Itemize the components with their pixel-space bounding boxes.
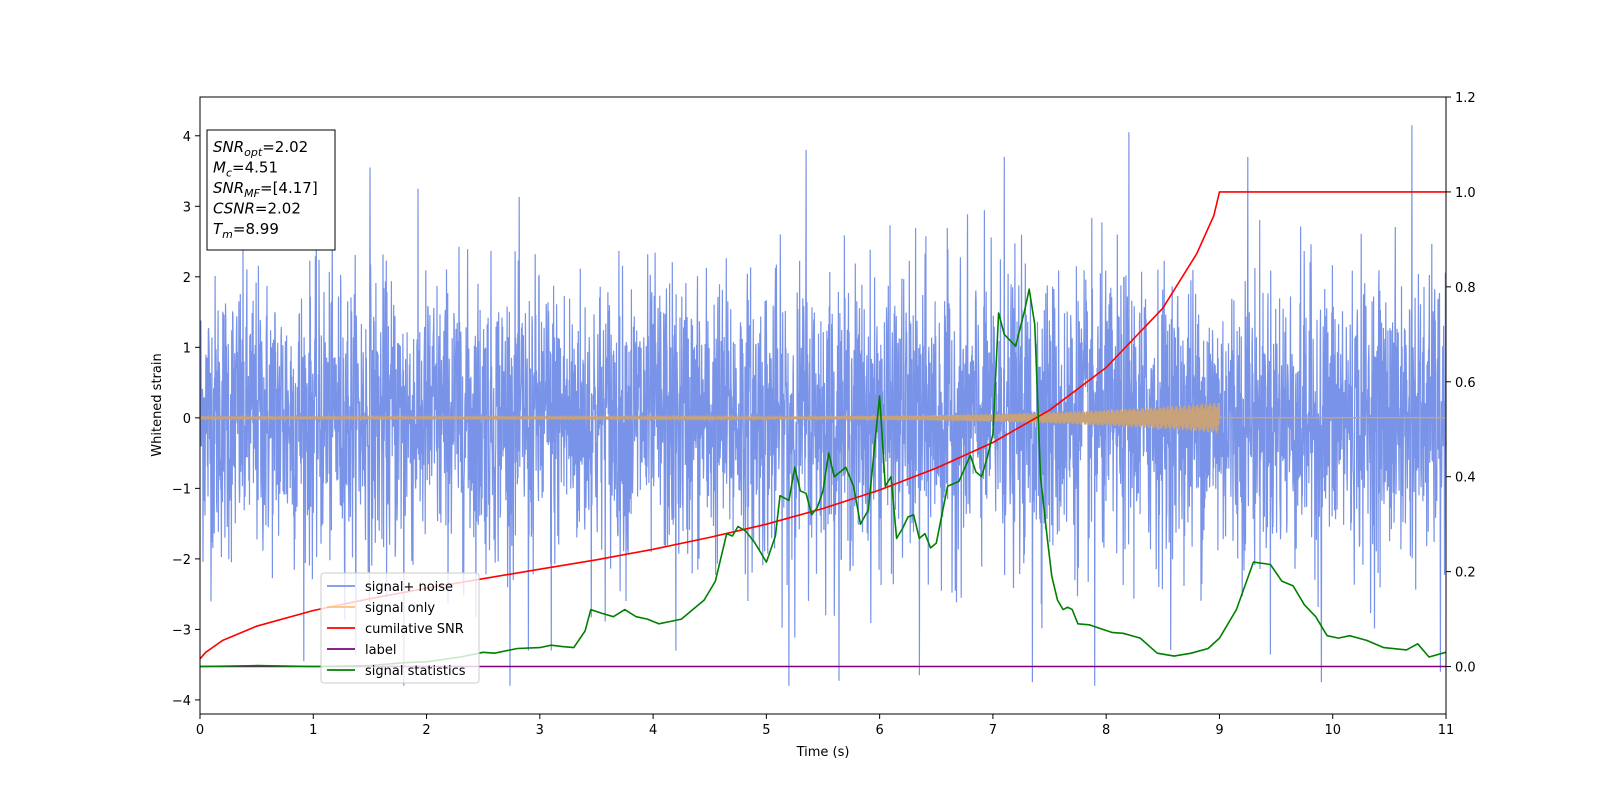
x-tick-label: 6 [875, 723, 883, 738]
series-line [200, 288, 1446, 668]
legend-label: label [365, 643, 396, 658]
y-left-tick-label: −1 [172, 482, 191, 497]
x-tick-label: 8 [1102, 723, 1110, 738]
x-axis-label: Time (s) [796, 745, 850, 760]
plot-frame [199, 96, 1447, 715]
y-axis-right: 0.0 0.2 0.4 0.6 0.8 1.0 1.2 [1446, 91, 1476, 676]
x-tick-label: 9 [1215, 723, 1223, 738]
x-tick-label: 11 [1438, 723, 1455, 738]
noise-trace [200, 125, 1446, 686]
stats-line: SNRMF=[4.17] [213, 179, 318, 200]
signal-trace [200, 402, 1446, 434]
x-tick-label: 3 [536, 723, 544, 738]
x-tick-label: 5 [762, 723, 770, 738]
y-left-tick-label: 4 [183, 130, 191, 145]
stats-box-frame [206, 129, 336, 251]
x-tick-label: 10 [1324, 723, 1341, 738]
x-axis: 0 1 2 3 4 5 6 7 8 9 10 11 [196, 714, 1454, 738]
x-tick-label: 1 [309, 723, 317, 738]
y-left-tick-label: 2 [183, 271, 191, 286]
y-right-tick-label: 1.2 [1455, 91, 1476, 106]
legend-label: signal only [365, 601, 435, 616]
y-left-tick-label: 3 [183, 200, 191, 215]
y-right-tick-label: 0.4 [1455, 471, 1476, 486]
y-left-tick-label: 1 [183, 341, 191, 356]
series-signal-noise [200, 125, 1446, 686]
stats-line: SNRopt=2.02 [213, 138, 308, 159]
x-tick-label: 0 [196, 723, 204, 738]
y-left-tick-label: −4 [172, 694, 191, 709]
stats-line: Mc=4.51 [213, 159, 278, 180]
series-cumilative-snr [200, 191, 1446, 660]
y-left-tick-label: −3 [172, 623, 191, 638]
y-right-tick-label: 0.0 [1455, 661, 1476, 676]
legend-label: cumilative SNR [365, 622, 464, 637]
stats-line: Tm=8.99 [213, 220, 279, 241]
x-tick-label: 4 [649, 723, 657, 738]
y-right-tick-label: 0.6 [1455, 376, 1476, 391]
legend-frame [320, 572, 480, 684]
y-left-tick-label: 0 [183, 412, 191, 427]
legend-label: signal statistics [365, 664, 466, 679]
stats-line: CSNR=2.02 [213, 200, 301, 218]
y-right-tick-label: 0.2 [1455, 566, 1476, 581]
y-right-tick-label: 0.8 [1455, 281, 1476, 296]
x-tick-label: 2 [422, 723, 430, 738]
y-left-tick-label: −2 [172, 553, 191, 568]
legend: signal+ noise signal only cumilative SNR la… [320, 572, 480, 684]
x-tick-label: 7 [989, 723, 997, 738]
y-axis-label: Whitened strain [150, 353, 165, 456]
series-signal-statistics [200, 288, 1446, 668]
legend-label: signal+ noise [365, 580, 453, 595]
y-axis-left: −4 −3 −2 −1 0 1 2 3 4 [172, 130, 200, 709]
series-signal-only [200, 402, 1446, 434]
series-line [200, 191, 1446, 660]
y-right-tick-label: 1.0 [1455, 186, 1476, 201]
